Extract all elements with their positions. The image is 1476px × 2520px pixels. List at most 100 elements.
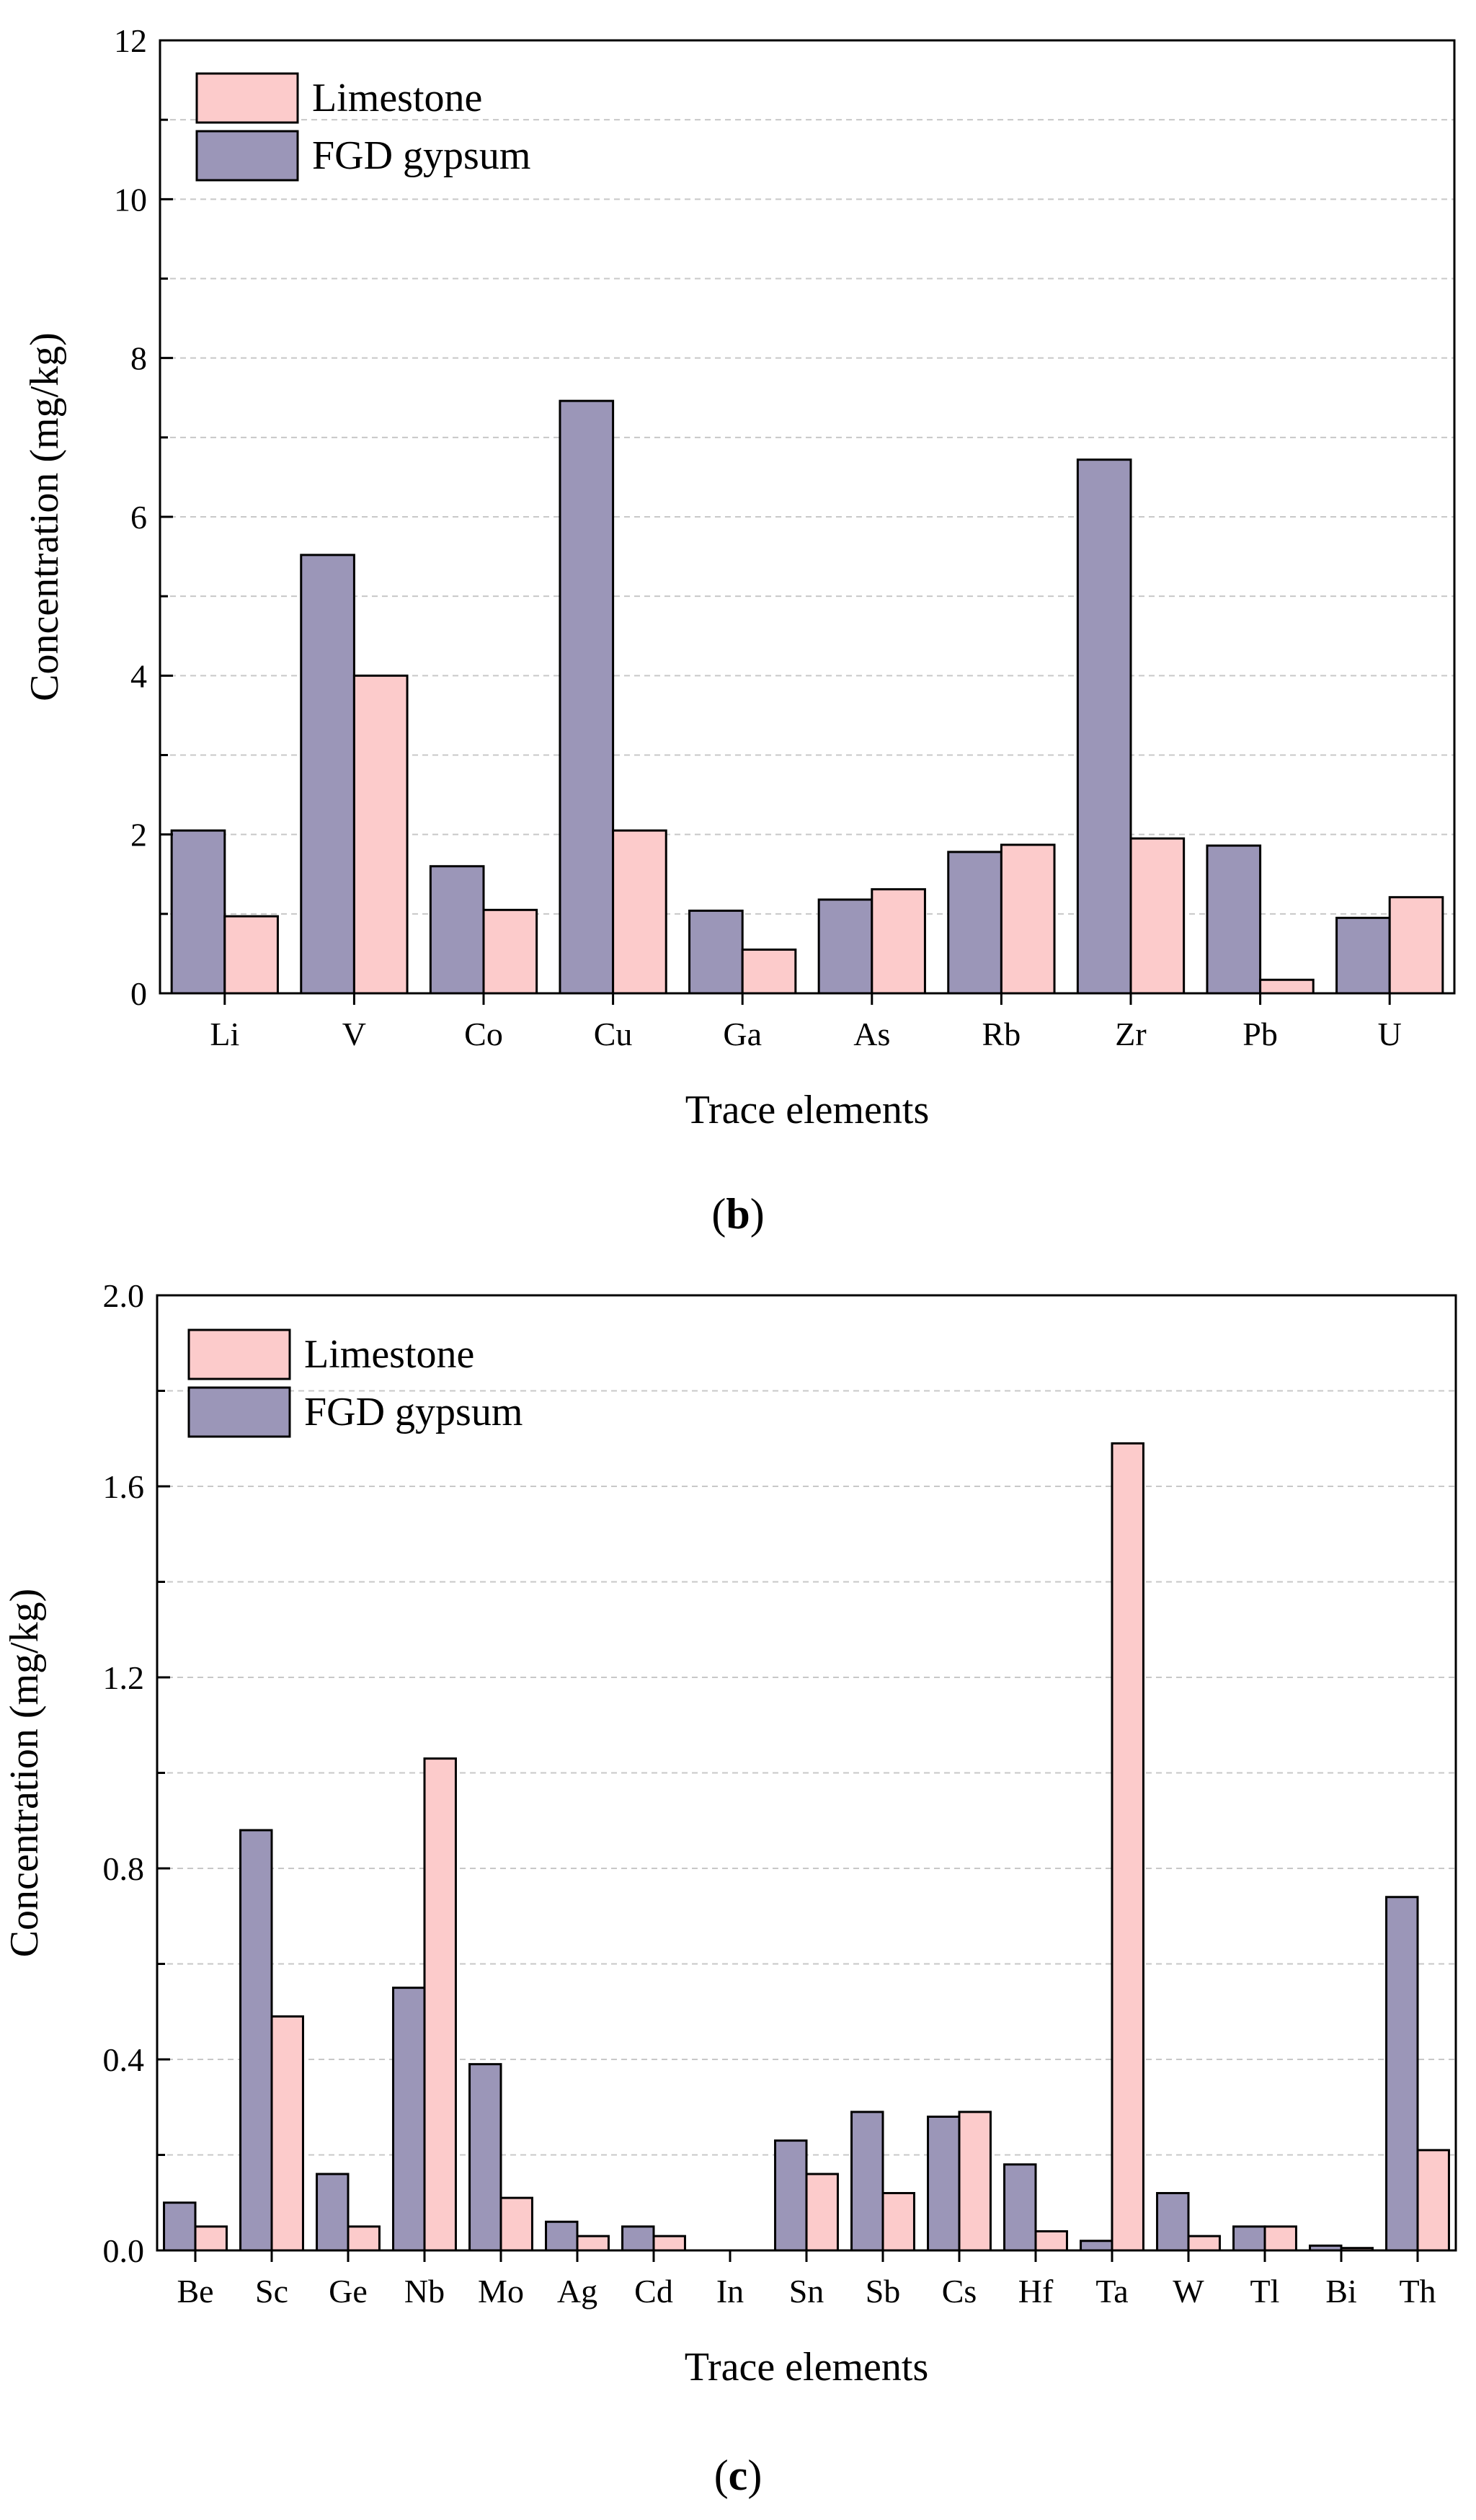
bar-fgd-gypsum-sb — [850, 2111, 884, 2252]
x-tick-label: Cd — [634, 2273, 673, 2310]
x-tick-label: V — [342, 1016, 366, 1052]
bar-limestone-v — [352, 674, 409, 995]
bar-fgd-gypsum-co — [429, 865, 485, 995]
legend-swatch-limestone — [195, 72, 299, 124]
bar-limestone-tl — [1263, 2225, 1297, 2252]
bar-fgd-gypsum-mo — [468, 2063, 502, 2252]
bar-fgd-gypsum-cs — [927, 2116, 961, 2252]
bar-limestone-sn — [805, 2173, 839, 2252]
x-tick-label: Sn — [789, 2273, 824, 2310]
bar-limestone-w — [1187, 2235, 1221, 2252]
y-tick-label: 2.0 — [103, 1283, 145, 1314]
bar-limestone-be — [194, 2225, 228, 2252]
x-tick-label: Th — [1399, 2273, 1436, 2310]
chart-c-svg: Be Sc Ge Nb Mo Ag Cd In Sn Sb Cs Hf Ta W Tl Bi Th 0.0 0.4 0… — [2, 1283, 1457, 2390]
x-tick-label: W — [1173, 2273, 1204, 2310]
bar-limestone-ta — [1111, 1442, 1144, 2252]
bar-limestone-sc — [270, 2015, 304, 2252]
bar-fgd-gypsum-cd — [621, 2225, 655, 2252]
bar-limestone-cs — [958, 2111, 992, 2252]
x-tick-label: Ga — [723, 1016, 762, 1052]
legend-swatch-limestone — [187, 1328, 291, 1380]
bar-fgd-gypsum-v — [300, 554, 355, 995]
bar-fgd-gypsum-nb — [392, 1987, 426, 2252]
x-tick-label: Sc — [255, 2273, 288, 2310]
x-tick-label: U — [1378, 1016, 1402, 1052]
x-tick-label: Be — [177, 2273, 213, 2310]
bar-fgd-gypsum-be — [163, 2201, 197, 2252]
panel-label-b: (b) — [711, 1190, 765, 1238]
bar-limestone-u — [1388, 896, 1444, 995]
x-tick-label: Zr — [1115, 1016, 1146, 1052]
bar-fgd-gypsum-as — [817, 898, 873, 995]
x-tick-label: Cs — [942, 2273, 977, 2310]
x-tick-label: Rb — [982, 1016, 1021, 1052]
y-tick-label: 4 — [130, 657, 147, 694]
bar-fgd-gypsum-rb — [947, 851, 1002, 995]
chart-b-svg: Li V Co Cu Ga As Rb Zr Pb U 0 2 4 6 8 10 12 Trace element… — [22, 22, 1456, 1132]
y-tick-label: 2 — [130, 817, 147, 853]
bar-limestone-hf — [1034, 2230, 1068, 2252]
legend-label-fgd-gypsum: FGD gypsum — [312, 133, 530, 178]
bar-fgd-gypsum-tl — [1232, 2225, 1266, 2252]
y-tick-label: 0.4 — [103, 2041, 145, 2078]
x-tick-label: Sb — [866, 2273, 901, 2310]
y-tick-label: 6 — [130, 499, 147, 536]
x-tick-label: As — [853, 1016, 890, 1052]
x-tick-label: Cu — [594, 1016, 633, 1052]
x-axis-title: Trace elements — [685, 1088, 930, 1132]
bar-fgd-gypsum-li — [170, 829, 226, 995]
bar-limestone-cu — [612, 829, 667, 995]
bar-fgd-gypsum-u — [1335, 916, 1391, 995]
chart-c: Be Sc Ge Nb Mo Ag Cd In Sn Sb Cs Hf Ta W Tl Bi Th 0.0 0.4 0… — [0, 1283, 1476, 2520]
bar-fgd-gypsum-th — [1385, 1896, 1419, 2252]
bar-limestone-pb — [1259, 978, 1315, 995]
legend-label-limestone: Limestone — [312, 76, 482, 120]
bar-limestone-co — [482, 908, 538, 995]
x-tick-label: Co — [464, 1016, 503, 1052]
x-tick-label: Li — [210, 1016, 239, 1052]
x-tick-label: Nb — [404, 2273, 445, 2310]
x-tick-label: Ge — [329, 2273, 368, 2310]
bar-fgd-gypsum-w — [1156, 2192, 1190, 2252]
legend-label-limestone: Limestone — [304, 1332, 474, 1377]
legend-swatch-fgd-gypsum — [187, 1386, 291, 1438]
chart-b: Li V Co Cu Ga As Rb Zr Pb U 0 2 4 6 8 10 12 Trace element… — [22, 22, 1456, 1238]
x-tick-label: Hf — [1018, 2273, 1054, 2310]
bar-limestone-sb — [881, 2192, 915, 2252]
x-tick-label: Ta — [1095, 2273, 1128, 2310]
bar-limestone-rb — [1000, 843, 1056, 995]
y-axis-title: Concentration (mg/kg) — [22, 332, 67, 701]
bar-limestone-mo — [499, 2196, 533, 2252]
bar-limestone-li — [223, 915, 279, 995]
bar-fgd-gypsum-ta — [1080, 2240, 1113, 2252]
y-tick-label: 0 — [130, 975, 147, 1012]
y-tick-label: 8 — [130, 340, 147, 377]
bar-fgd-gypsum-sc — [239, 1829, 273, 2252]
y-tick-label: 10 — [114, 181, 147, 218]
y-tick-label: 0.0 — [103, 2232, 145, 2269]
bar-fgd-gypsum-ga — [688, 909, 744, 995]
y-tick-label: 1.6 — [103, 1468, 145, 1505]
y-axis-title: Concentration (mg/kg) — [2, 1589, 47, 1958]
x-tick-label: Tl — [1250, 2273, 1280, 2310]
bar-fgd-gypsum-ag — [545, 2220, 579, 2252]
y-tick-label: 0.8 — [103, 1850, 145, 1887]
legend-swatch-fgd-gypsum — [195, 130, 299, 182]
bar-limestone-as — [871, 888, 926, 995]
x-tick-label: Pb — [1242, 1016, 1278, 1052]
x-tick-label: Mo — [478, 2273, 524, 2310]
bar-fgd-gypsum-pb — [1206, 844, 1262, 995]
panel-label-c: (c) — [713, 2452, 763, 2499]
y-tick-label: 1.2 — [103, 1659, 145, 1696]
bar-limestone-ge — [347, 2225, 381, 2252]
y-tick-label: 12 — [114, 22, 147, 59]
bar-limestone-th — [1416, 2149, 1450, 2252]
legend-label-fgd-gypsum: FGD gypsum — [304, 1390, 523, 1434]
bar-limestone-ga — [741, 948, 797, 995]
x-tick-label: In — [716, 2273, 744, 2310]
bar-fgd-gypsum-hf — [1003, 2163, 1037, 2252]
bar-limestone-ag — [576, 2235, 610, 2252]
bar-fgd-gypsum-ge — [316, 2173, 350, 2252]
x-tick-label: Ag — [557, 2273, 597, 2310]
